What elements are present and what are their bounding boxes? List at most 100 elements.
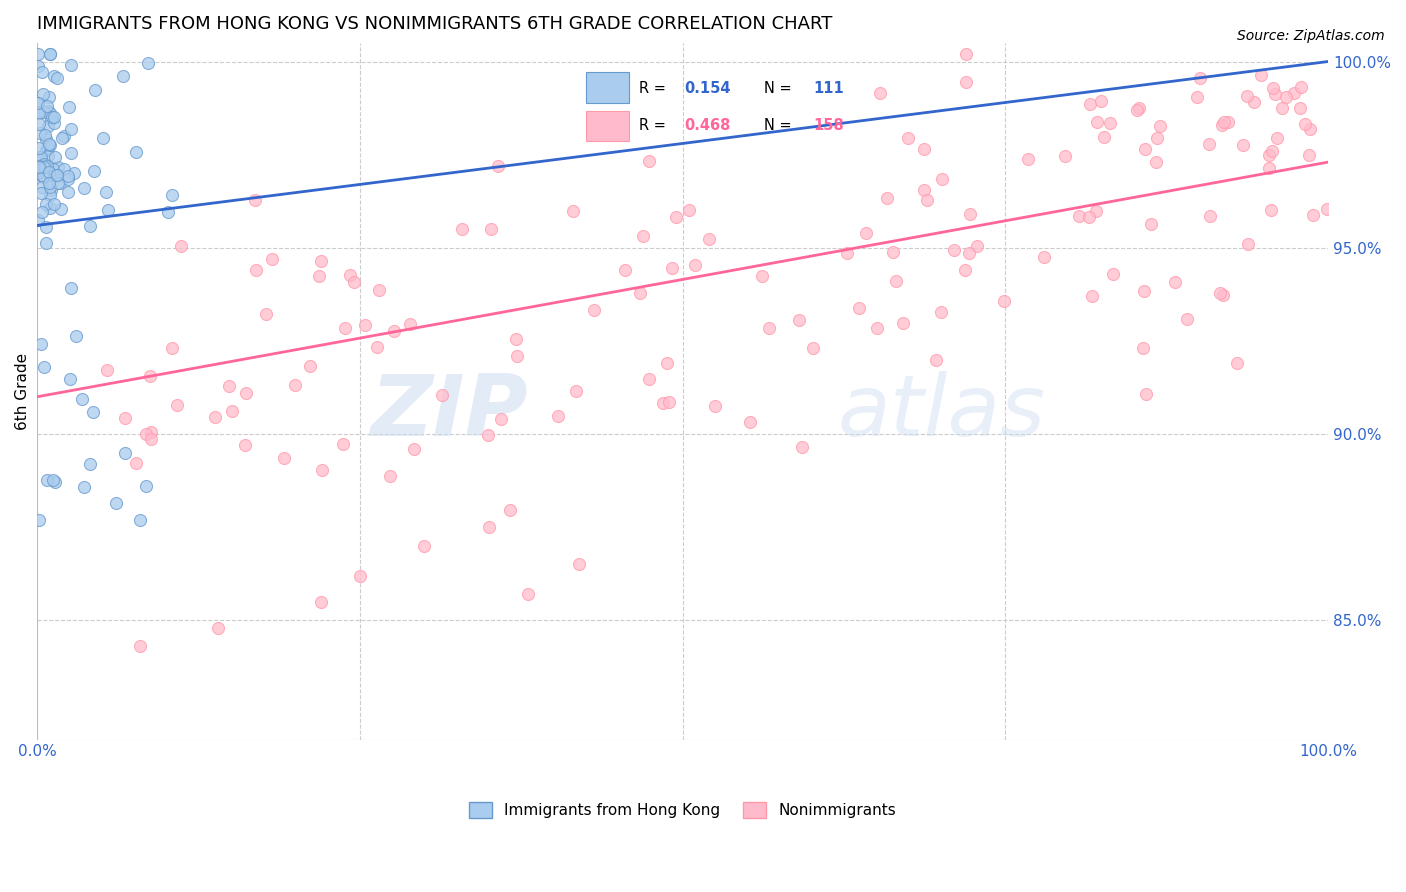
Point	[45, 168, 67, 182]
Point	[38, 47, 60, 62]
Point	[27, 166, 49, 180]
Point	[27, 59, 49, 73]
Point	[39, 106, 62, 120]
Point	[37, 119, 59, 133]
Point	[299, 359, 322, 374]
Point	[1080, 97, 1102, 112]
Point	[787, 313, 810, 327]
Point	[1033, 250, 1056, 264]
Text: IMMIGRANTS FROM HONG KONG VS NONIMMIGRANTS 6TH GRADE CORRELATION CHART: IMMIGRANTS FROM HONG KONG VS NONIMMIGRAN…	[37, 15, 832, 33]
Point	[966, 239, 988, 253]
Point	[1017, 152, 1039, 166]
Text: Source: ZipAtlas.com: Source: ZipAtlas.com	[1237, 29, 1385, 44]
Point	[129, 640, 152, 654]
Point	[39, 112, 62, 126]
Point	[254, 306, 277, 320]
Point	[30, 153, 52, 168]
Point	[30, 159, 52, 173]
Point	[1099, 116, 1122, 130]
Point	[60, 281, 83, 295]
Point	[1258, 148, 1281, 162]
Point	[221, 404, 243, 418]
Point	[678, 203, 700, 218]
Point	[1271, 101, 1294, 115]
Point	[1237, 236, 1260, 251]
Point	[49, 202, 72, 216]
Point	[139, 425, 162, 440]
Point	[311, 463, 333, 477]
Point	[34, 220, 56, 235]
Point	[32, 87, 55, 101]
Point	[1298, 121, 1320, 136]
Point	[430, 388, 453, 402]
Point	[506, 349, 529, 363]
Y-axis label: 6th Grade: 6th Grade	[15, 352, 30, 430]
Point	[1264, 87, 1286, 101]
Point	[27, 104, 49, 119]
Point	[1135, 387, 1157, 401]
Point	[308, 269, 330, 284]
Point	[637, 372, 659, 386]
Point	[993, 294, 1015, 309]
Point	[637, 153, 659, 168]
Point	[73, 480, 96, 494]
Point	[35, 132, 58, 146]
Point	[1102, 267, 1125, 281]
Point	[35, 473, 58, 487]
Point	[94, 185, 117, 199]
Point	[451, 222, 474, 236]
Point	[42, 168, 65, 182]
Point	[135, 479, 157, 493]
Point	[56, 169, 79, 183]
Point	[42, 196, 65, 211]
Point	[848, 301, 870, 315]
Point	[751, 269, 773, 284]
Point	[45, 70, 67, 85]
Point	[568, 558, 591, 572]
Point	[1291, 79, 1313, 94]
Point	[912, 142, 935, 156]
Point	[39, 187, 62, 202]
Point	[516, 587, 538, 601]
Point	[801, 341, 824, 355]
Point	[39, 47, 62, 62]
Point	[114, 411, 136, 425]
Point	[1132, 341, 1154, 355]
Point	[166, 398, 188, 412]
Point	[399, 317, 422, 331]
Point	[124, 456, 146, 470]
Point	[1067, 209, 1090, 223]
Point	[582, 303, 605, 318]
Point	[367, 283, 389, 297]
Point	[59, 146, 82, 161]
Point	[28, 163, 51, 178]
Point	[1126, 103, 1149, 118]
Point	[157, 205, 180, 219]
Point	[38, 89, 60, 103]
Point	[32, 169, 55, 184]
Point	[876, 191, 898, 205]
Point	[30, 337, 52, 351]
Point	[218, 379, 240, 393]
Point	[661, 260, 683, 275]
Point	[1177, 312, 1199, 326]
Point	[665, 210, 688, 224]
Text: atlas: atlas	[838, 370, 1046, 454]
Point	[112, 70, 135, 84]
Point	[413, 539, 436, 553]
Point	[1298, 148, 1320, 162]
Point	[655, 356, 678, 370]
Point	[129, 513, 152, 527]
Point	[32, 360, 55, 375]
Point	[39, 180, 62, 194]
Point	[243, 193, 266, 207]
Point	[1294, 117, 1316, 131]
Point	[70, 392, 93, 406]
Point	[1146, 130, 1168, 145]
Point	[204, 409, 226, 424]
Point	[34, 128, 56, 142]
Point	[652, 396, 675, 410]
Point	[79, 219, 101, 233]
Point	[91, 131, 114, 145]
Point	[139, 369, 162, 384]
